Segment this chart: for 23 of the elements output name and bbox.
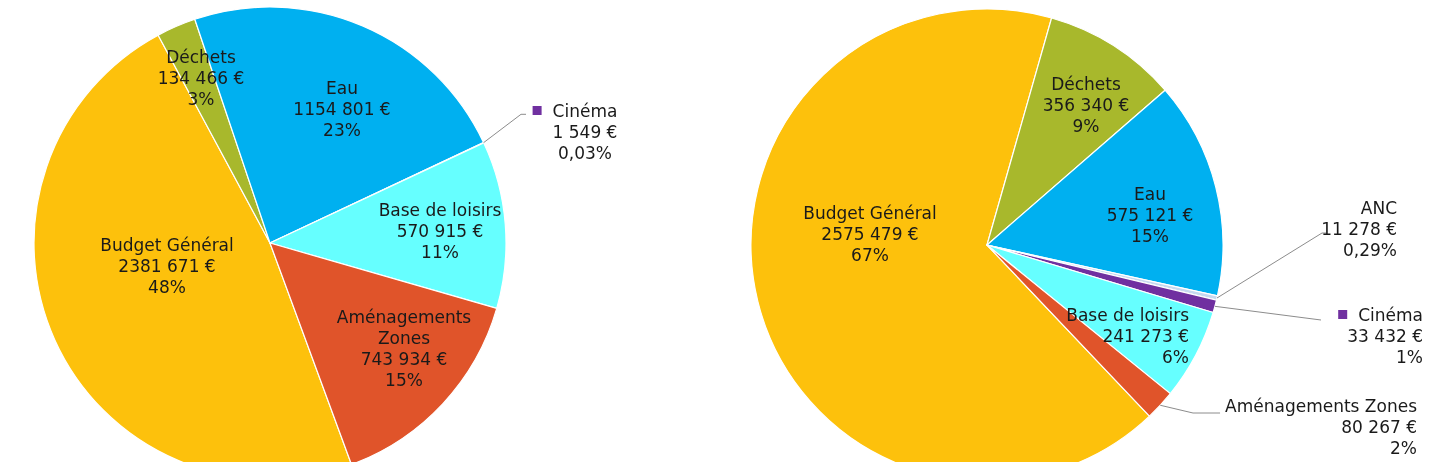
slice-label: Déchets	[1051, 74, 1121, 94]
data-label: 356 340 € 9%	[1042, 95, 1130, 136]
data-label: 1154 801 € 23%	[293, 99, 391, 140]
data-label: 2575 479 € 67%	[821, 224, 919, 265]
slice-label: Aménagements Zones	[336, 307, 472, 348]
data-label: 241 273 € 6%	[1102, 326, 1189, 367]
slice-label: Aménagements Zones	[1225, 396, 1418, 416]
data-label: 33 432 € 1%	[1347, 326, 1423, 367]
legend-label: Cinéma	[1358, 305, 1423, 325]
legend-label: Cinéma	[552, 101, 618, 121]
data-label: 1 549 € 0,03%	[552, 122, 618, 163]
slice-label: Eau	[1134, 184, 1166, 204]
slice-label: Base de loisirs	[378, 200, 502, 220]
slice-label: Budget Général	[803, 203, 937, 223]
slice-label: Eau	[326, 78, 358, 98]
data-label: 2381 671 € 48%	[118, 256, 216, 297]
data-label: 743 934 € 15%	[360, 349, 448, 390]
data-label: 570 915 € 11%	[396, 221, 484, 262]
slice-label: ANC	[1360, 198, 1397, 218]
data-label: 11 278 € 0,29%	[1321, 219, 1397, 260]
slice-label: Budget Général	[100, 235, 234, 255]
data-label: 80 267 € 2%	[1341, 417, 1417, 458]
data-label: 575 121 € 15%	[1106, 205, 1194, 246]
